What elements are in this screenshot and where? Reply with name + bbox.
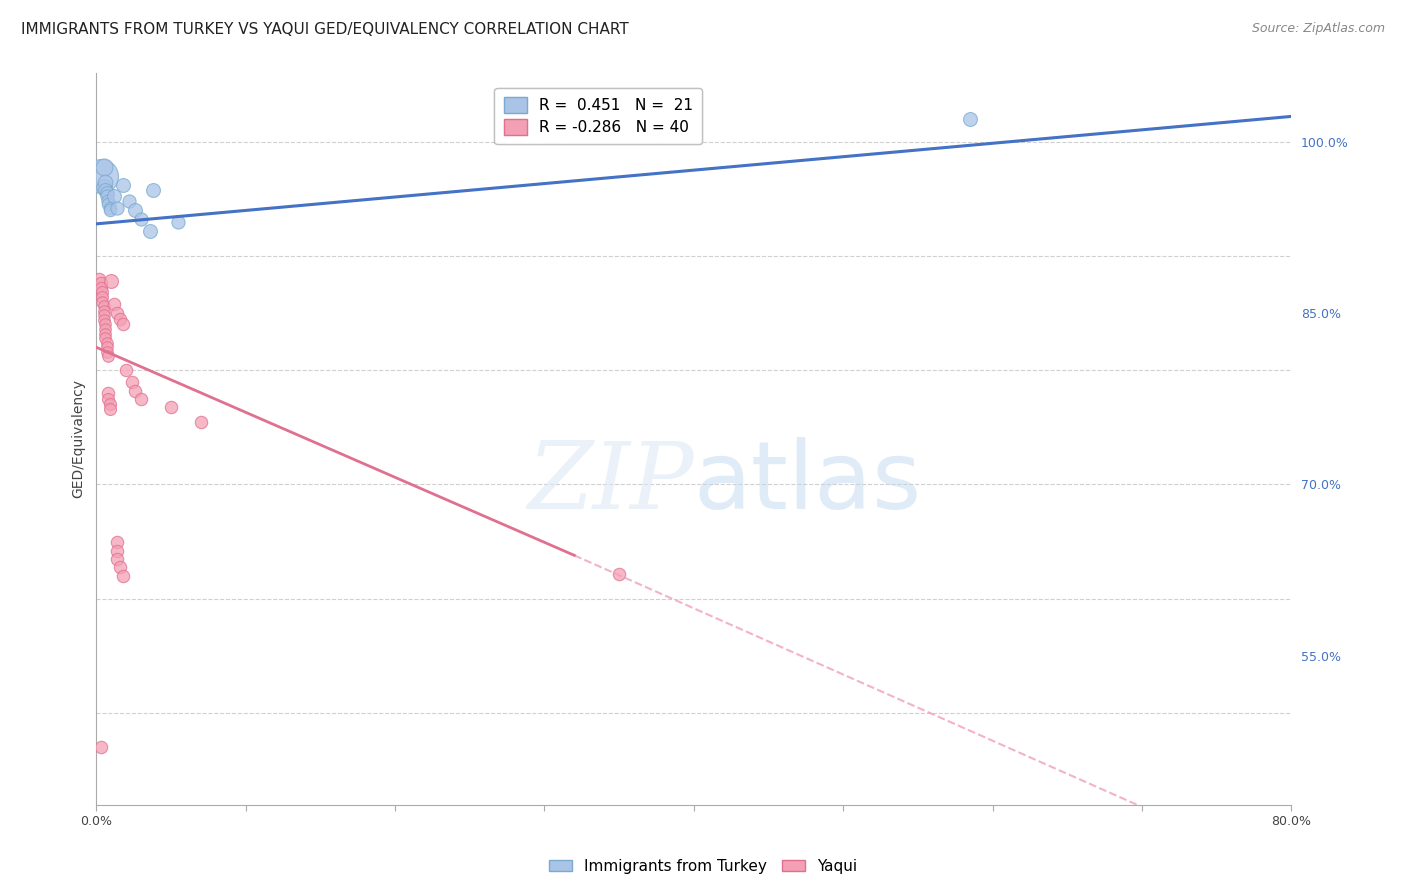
Point [110,311,132,326]
Point [96,189,118,203]
Point [90,277,112,291]
Y-axis label: GED/Equivalency: GED/Equivalency [72,379,86,499]
Point [93,308,115,322]
Point [129,392,152,406]
Point [160,400,183,414]
Point [97,350,120,364]
Point [607,566,630,581]
Point [98,203,121,218]
Point [94,322,117,336]
Point [90,281,112,295]
Point [94,318,117,332]
Point [112,178,135,192]
Legend: Immigrants from Turkey, Yaqui: Immigrants from Turkey, Yaqui [543,853,863,880]
Point [115,363,138,377]
Point [96,335,118,350]
Point [142,183,165,197]
Point [139,224,162,238]
Point [94,175,117,189]
Point [90,169,112,183]
Point [96,340,118,354]
Text: ZIP: ZIP [527,438,693,528]
Point [105,201,128,215]
Text: Source: ZipAtlas.com: Source: ZipAtlas.com [1251,22,1385,36]
Point [98,402,121,417]
Point [94,183,117,197]
Point [91,285,114,300]
Point [124,203,146,218]
Point [124,384,146,398]
Point [97,194,120,208]
Point [167,214,190,228]
Point [190,415,212,429]
Point [121,375,143,389]
Legend: R =  0.451   N =  21, R = -0.286   N = 40: R = 0.451 N = 21, R = -0.286 N = 40 [495,88,702,145]
Point [96,186,118,200]
Point [96,344,118,359]
Point [91,294,114,309]
Point [105,306,128,320]
Point [97,392,120,406]
Point [93,313,115,327]
Point [103,297,125,311]
Point [105,551,128,566]
Point [129,212,152,227]
Point [97,197,120,211]
Point [98,201,121,215]
Point [93,299,115,313]
Point [118,194,141,208]
Point [112,569,135,583]
Point [97,386,120,401]
Point [110,559,132,574]
Text: atlas: atlas [693,437,922,529]
Text: IMMIGRANTS FROM TURKEY VS YAQUI GED/EQUIVALENCY CORRELATION CHART: IMMIGRANTS FROM TURKEY VS YAQUI GED/EQUI… [21,22,628,37]
Point [91,290,114,304]
Point [105,543,128,558]
Point [105,534,128,549]
Point [93,160,115,174]
Point [94,326,117,341]
Point [93,303,115,318]
Point [959,112,981,126]
Point [100,274,122,288]
Point [112,318,135,332]
Point [89,271,111,285]
Point [90,740,112,755]
Point [98,397,121,411]
Point [103,189,125,203]
Point [93,180,115,194]
Point [94,331,117,345]
